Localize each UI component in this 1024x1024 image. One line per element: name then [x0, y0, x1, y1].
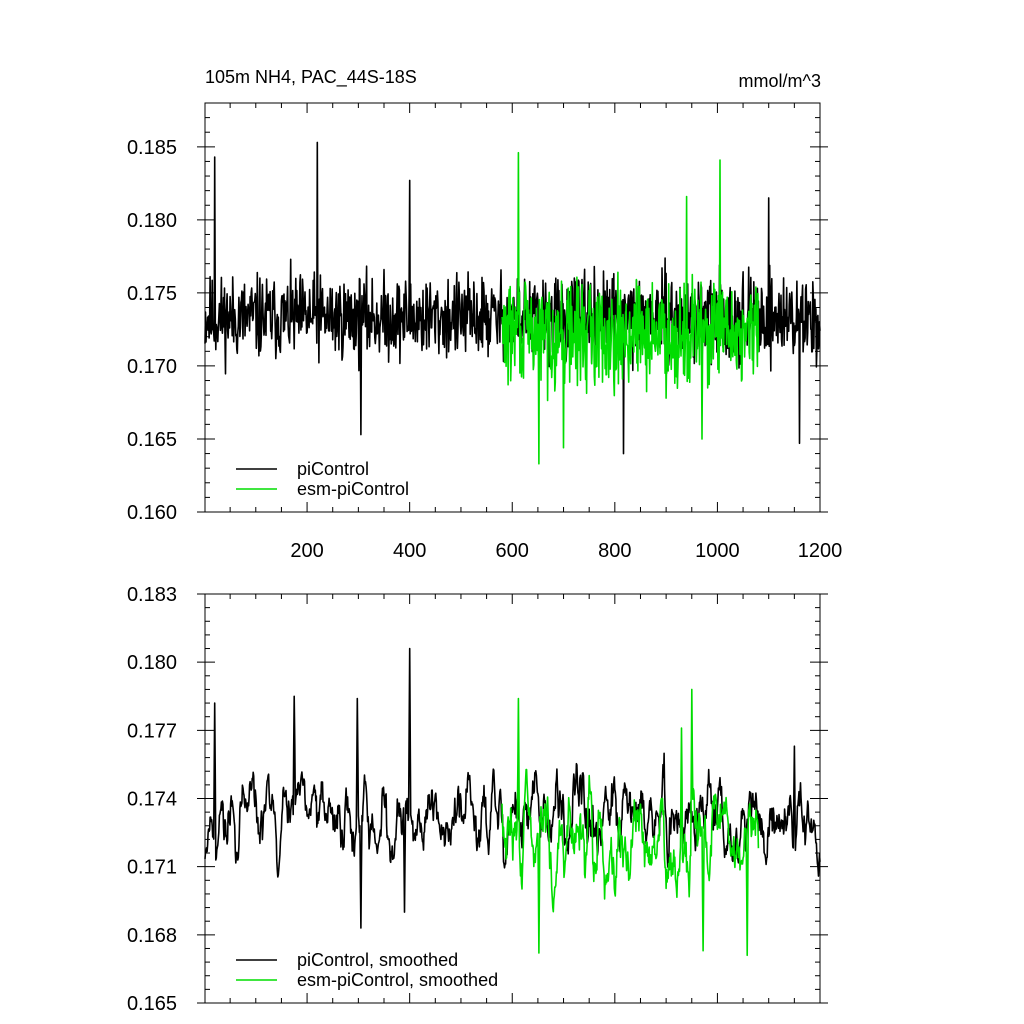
x-tick-label: 800 [598, 540, 631, 562]
y-tick-label: 0.180 [127, 652, 177, 674]
x-tick-label: 1000 [695, 540, 740, 562]
chart-title: 105m NH4, PAC_44S-18S [205, 67, 417, 88]
y-tick-label: 0.180 [127, 210, 177, 232]
x-tick-label: 400 [393, 540, 426, 562]
legend-label: esm-piControl [297, 479, 409, 499]
y-tick-label: 0.171 [127, 857, 177, 879]
legend-label: piControl [297, 459, 369, 479]
x-tick-label: 600 [496, 540, 529, 562]
series-line-esm-picontrol [501, 151, 760, 465]
series-line-picontrol [204, 647, 821, 929]
legend-label: piControl, smoothed [297, 950, 458, 970]
y-tick-label: 0.165 [127, 993, 177, 1015]
y-tick-label: 0.174 [127, 789, 177, 811]
y-tick-label: 0.183 [127, 584, 177, 606]
x-tick-label: 1200 [798, 540, 843, 562]
series-line-esm-picontrol [501, 688, 760, 957]
y-tick-label: 0.185 [127, 137, 177, 159]
top-panel: 105m NH4, PAC_44S-18S mmol/m^3 200 400 600… [127, 67, 842, 562]
units-label: mmol/m^3 [739, 71, 821, 91]
bottom-panel: 0.165 0.168 0.171 0.174 0.177 0.180 0.183 piCon… [127, 584, 828, 1015]
y-tick-label: 0.165 [127, 429, 177, 451]
y-tick-label: 0.168 [127, 925, 177, 947]
y-tick-label: 0.170 [127, 356, 177, 378]
y-tick-label: 0.177 [127, 720, 177, 742]
y-tick-label: 0.160 [127, 502, 177, 524]
x-tick-label: 200 [290, 540, 323, 562]
legend-label: esm-piControl, smoothed [297, 970, 498, 990]
plot-frame [204, 593, 821, 1004]
y-tick-label: 0.175 [127, 283, 177, 305]
